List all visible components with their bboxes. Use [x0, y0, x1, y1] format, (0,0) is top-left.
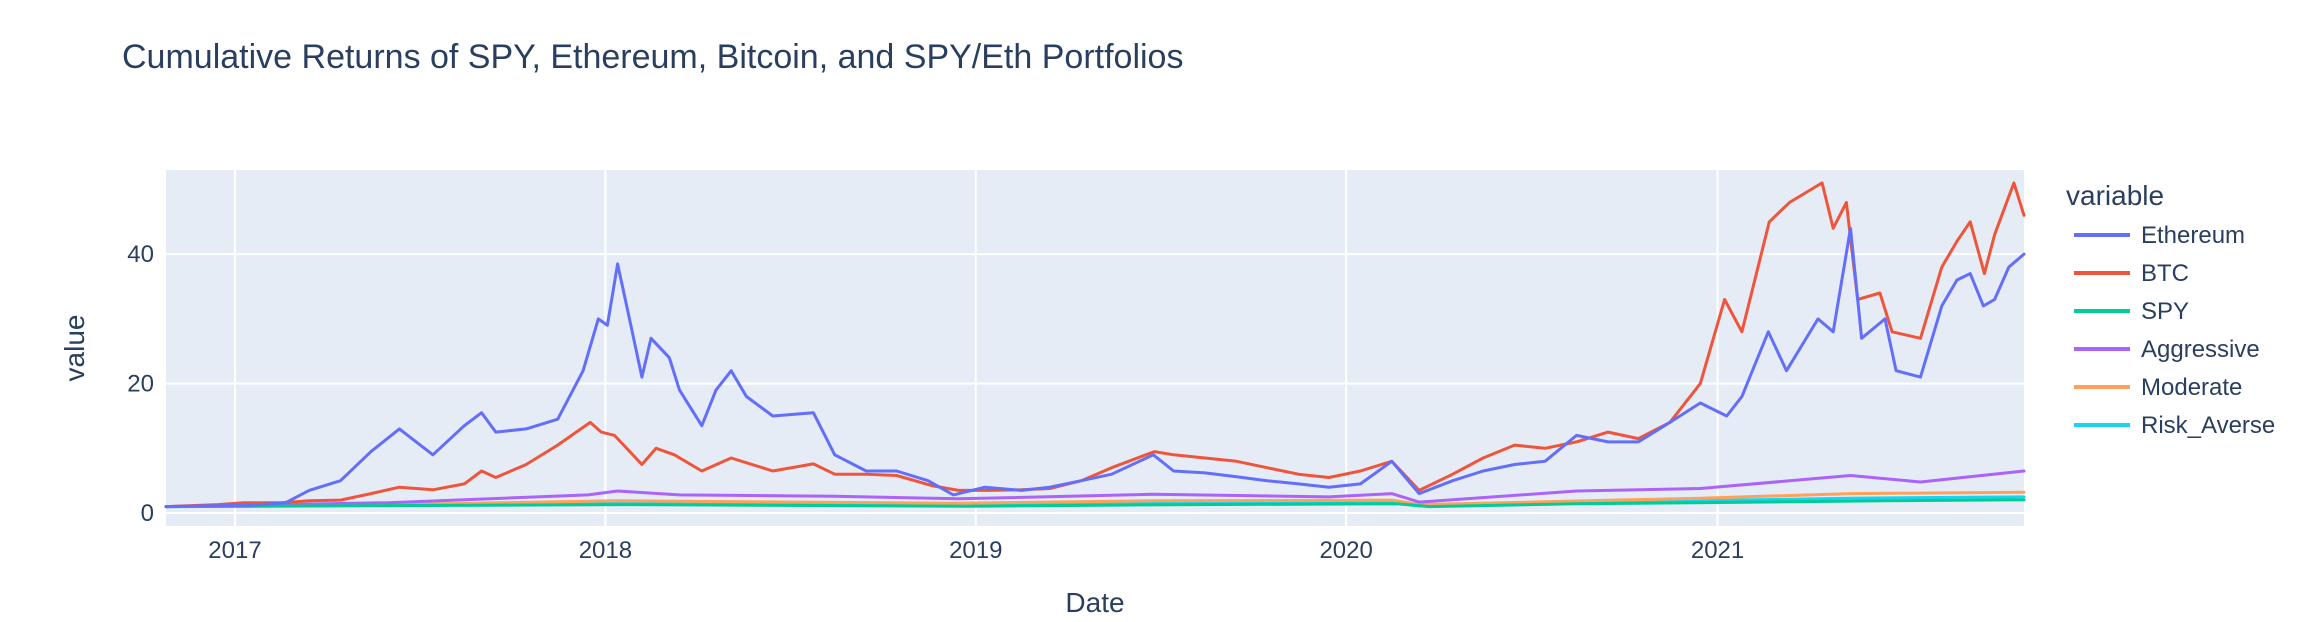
- legend-item-aggressive[interactable]: Aggressive: [2074, 336, 2260, 363]
- x-tick-label: 2021: [1691, 537, 1744, 564]
- y-axis-ticks: 0 20 40: [127, 241, 154, 527]
- legend-label: Aggressive: [2141, 336, 2260, 363]
- series-line-spy: [164, 498, 2026, 509]
- y-tick-label: 0: [141, 500, 154, 527]
- legend-label: SPY: [2141, 298, 2189, 325]
- x-axis-title: Date: [1065, 587, 1124, 618]
- x-tick-label: 2020: [1319, 537, 1372, 564]
- legend-label: Ethereum: [2141, 222, 2245, 249]
- x-tick-label: 2017: [208, 537, 261, 564]
- y-axis-title: value: [59, 315, 90, 382]
- x-tick-label: 2019: [949, 537, 1002, 564]
- legend-item-moderate[interactable]: Moderate: [2074, 374, 2242, 401]
- legend-label: Risk_Averse: [2141, 412, 2275, 439]
- legend-title: variable: [2066, 180, 2164, 211]
- x-axis-ticks: 2017 2018 2019 2020 2021: [208, 537, 1744, 564]
- legend-item-risk-averse[interactable]: Risk_Averse: [2074, 412, 2275, 439]
- legend-item-spy[interactable]: SPY: [2074, 298, 2189, 325]
- legend-item-ethereum[interactable]: Ethereum: [2074, 222, 2245, 249]
- legend: variable Ethereum BTC SPY Aggressive Moderat…: [2066, 180, 2275, 439]
- series-line-aggressive: [164, 469, 2026, 509]
- chart-title: Cumulative Returns of SPY, Ethereum, Bit…: [122, 38, 1183, 76]
- legend-label: Moderate: [2141, 374, 2242, 401]
- legend-items: Ethereum BTC SPY Aggressive Moderate Risk_Ave…: [2074, 222, 2275, 439]
- y-tick-label: 40: [127, 241, 154, 268]
- x-tick-label: 2018: [579, 537, 632, 564]
- legend-label: BTC: [2141, 260, 2189, 287]
- series-line-moderate: [164, 490, 2026, 509]
- plot-area: [166, 170, 2024, 526]
- grid-layer: [166, 170, 2024, 526]
- legend-item-btc[interactable]: BTC: [2074, 260, 2189, 287]
- series-line-btc: [164, 181, 2026, 509]
- series-layer: [164, 181, 2026, 509]
- y-tick-label: 20: [127, 371, 154, 398]
- series-line-ethereum: [164, 226, 2026, 509]
